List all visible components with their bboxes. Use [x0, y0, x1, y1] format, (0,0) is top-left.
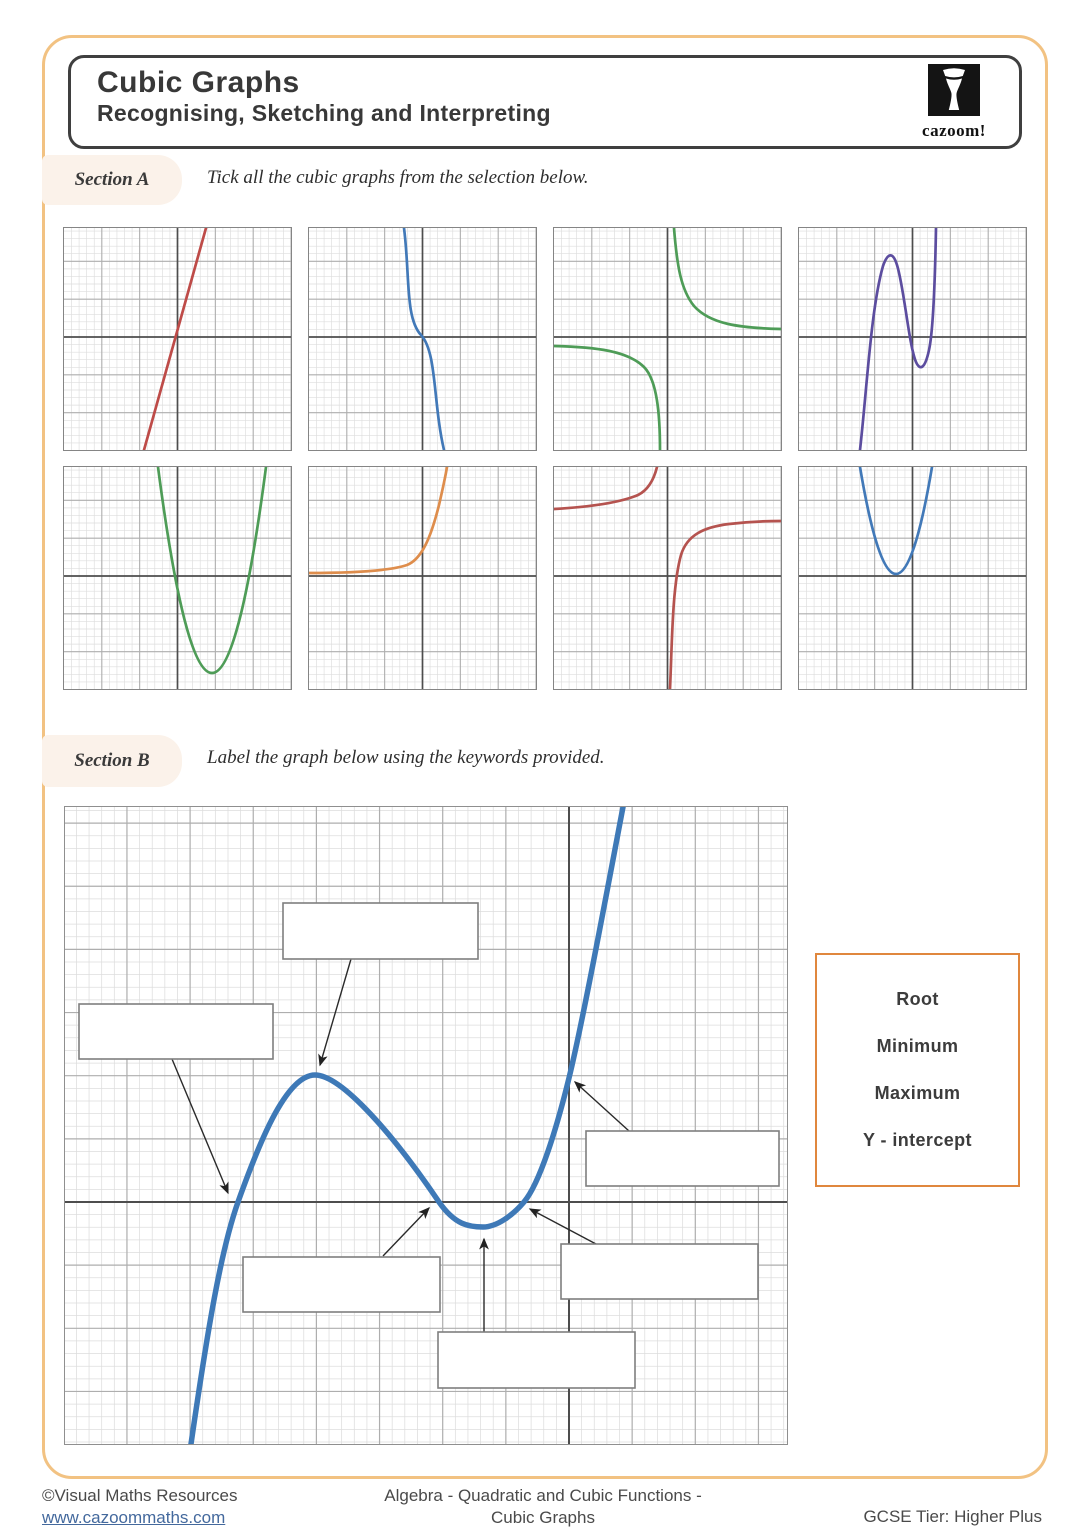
arrow-to-y-intercept — [573, 1081, 630, 1132]
graph-tile-3-reciprocal[interactable] — [553, 227, 782, 451]
cazoom-logo: cazoom! — [921, 63, 987, 141]
graph-tile-6-exponential[interactable] — [308, 466, 537, 690]
arrow-to-maximum — [318, 958, 352, 1067]
website-link[interactable]: www.cazoommaths.com — [42, 1508, 226, 1527]
worksheet-header: Cubic Graphs Recognising, Sketching and … — [68, 55, 1022, 149]
arrow-to-middle-root — [382, 1206, 430, 1257]
graph-tile-5-quadratic[interactable] — [63, 466, 292, 690]
graph-tile-2-negative-cubic[interactable] — [308, 227, 537, 451]
label-box-maximum[interactable] — [282, 902, 479, 960]
copyright-text: ©Visual Maths Resources — [42, 1486, 238, 1505]
label-box-right-root[interactable] — [560, 1243, 759, 1300]
graph-tile-1-linear[interactable] — [63, 227, 292, 451]
keyword-bank: Root Minimum Maximum Y - intercept — [815, 953, 1020, 1187]
keyword-minimum[interactable]: Minimum — [876, 1036, 959, 1056]
graph-tile-7-reciprocal-shifted[interactable] — [553, 466, 782, 690]
logo-wordmark: cazoom! — [922, 121, 986, 140]
arrow-to-left-root — [171, 1058, 229, 1195]
label-box-middle-root[interactable] — [242, 1256, 441, 1313]
cubic-graph-to-label — [64, 806, 788, 1445]
keyword-root[interactable]: Root — [896, 989, 939, 1009]
page-subtitle: Recognising, Sketching and Interpreting — [97, 100, 551, 126]
section-b-label: Section B — [42, 735, 182, 787]
graph-selection-grid — [63, 227, 1027, 690]
keyword-maximum[interactable]: Maximum — [874, 1083, 961, 1103]
label-box-y-intercept[interactable] — [585, 1130, 780, 1187]
section-a-label: Section A — [42, 155, 182, 205]
section-a-instruction: Tick all the cubic graphs from the selec… — [207, 167, 589, 188]
label-box-minimum[interactable] — [437, 1331, 636, 1389]
section-b-instruction: Label the graph below using the keywords… — [207, 747, 605, 768]
arrow-to-right-root — [528, 1208, 597, 1245]
topic-line-2: Cubic Graphs — [491, 1508, 595, 1527]
label-box-left-root[interactable] — [78, 1003, 274, 1060]
topic-line-1: Algebra - Quadratic and Cubic Functions … — [384, 1486, 702, 1505]
graph-tile-4-cubic[interactable] — [798, 227, 1027, 451]
page-title: Cubic Graphs — [97, 66, 300, 99]
graph-tile-8-narrow-quadratic[interactable] — [798, 466, 1027, 690]
tier-label: GCSE Tier: Higher Plus — [863, 1507, 1042, 1526]
keyword-y-intercept[interactable]: Y - intercept — [863, 1130, 972, 1150]
cubic-curve — [188, 807, 626, 1444]
drum-icon — [928, 64, 980, 116]
